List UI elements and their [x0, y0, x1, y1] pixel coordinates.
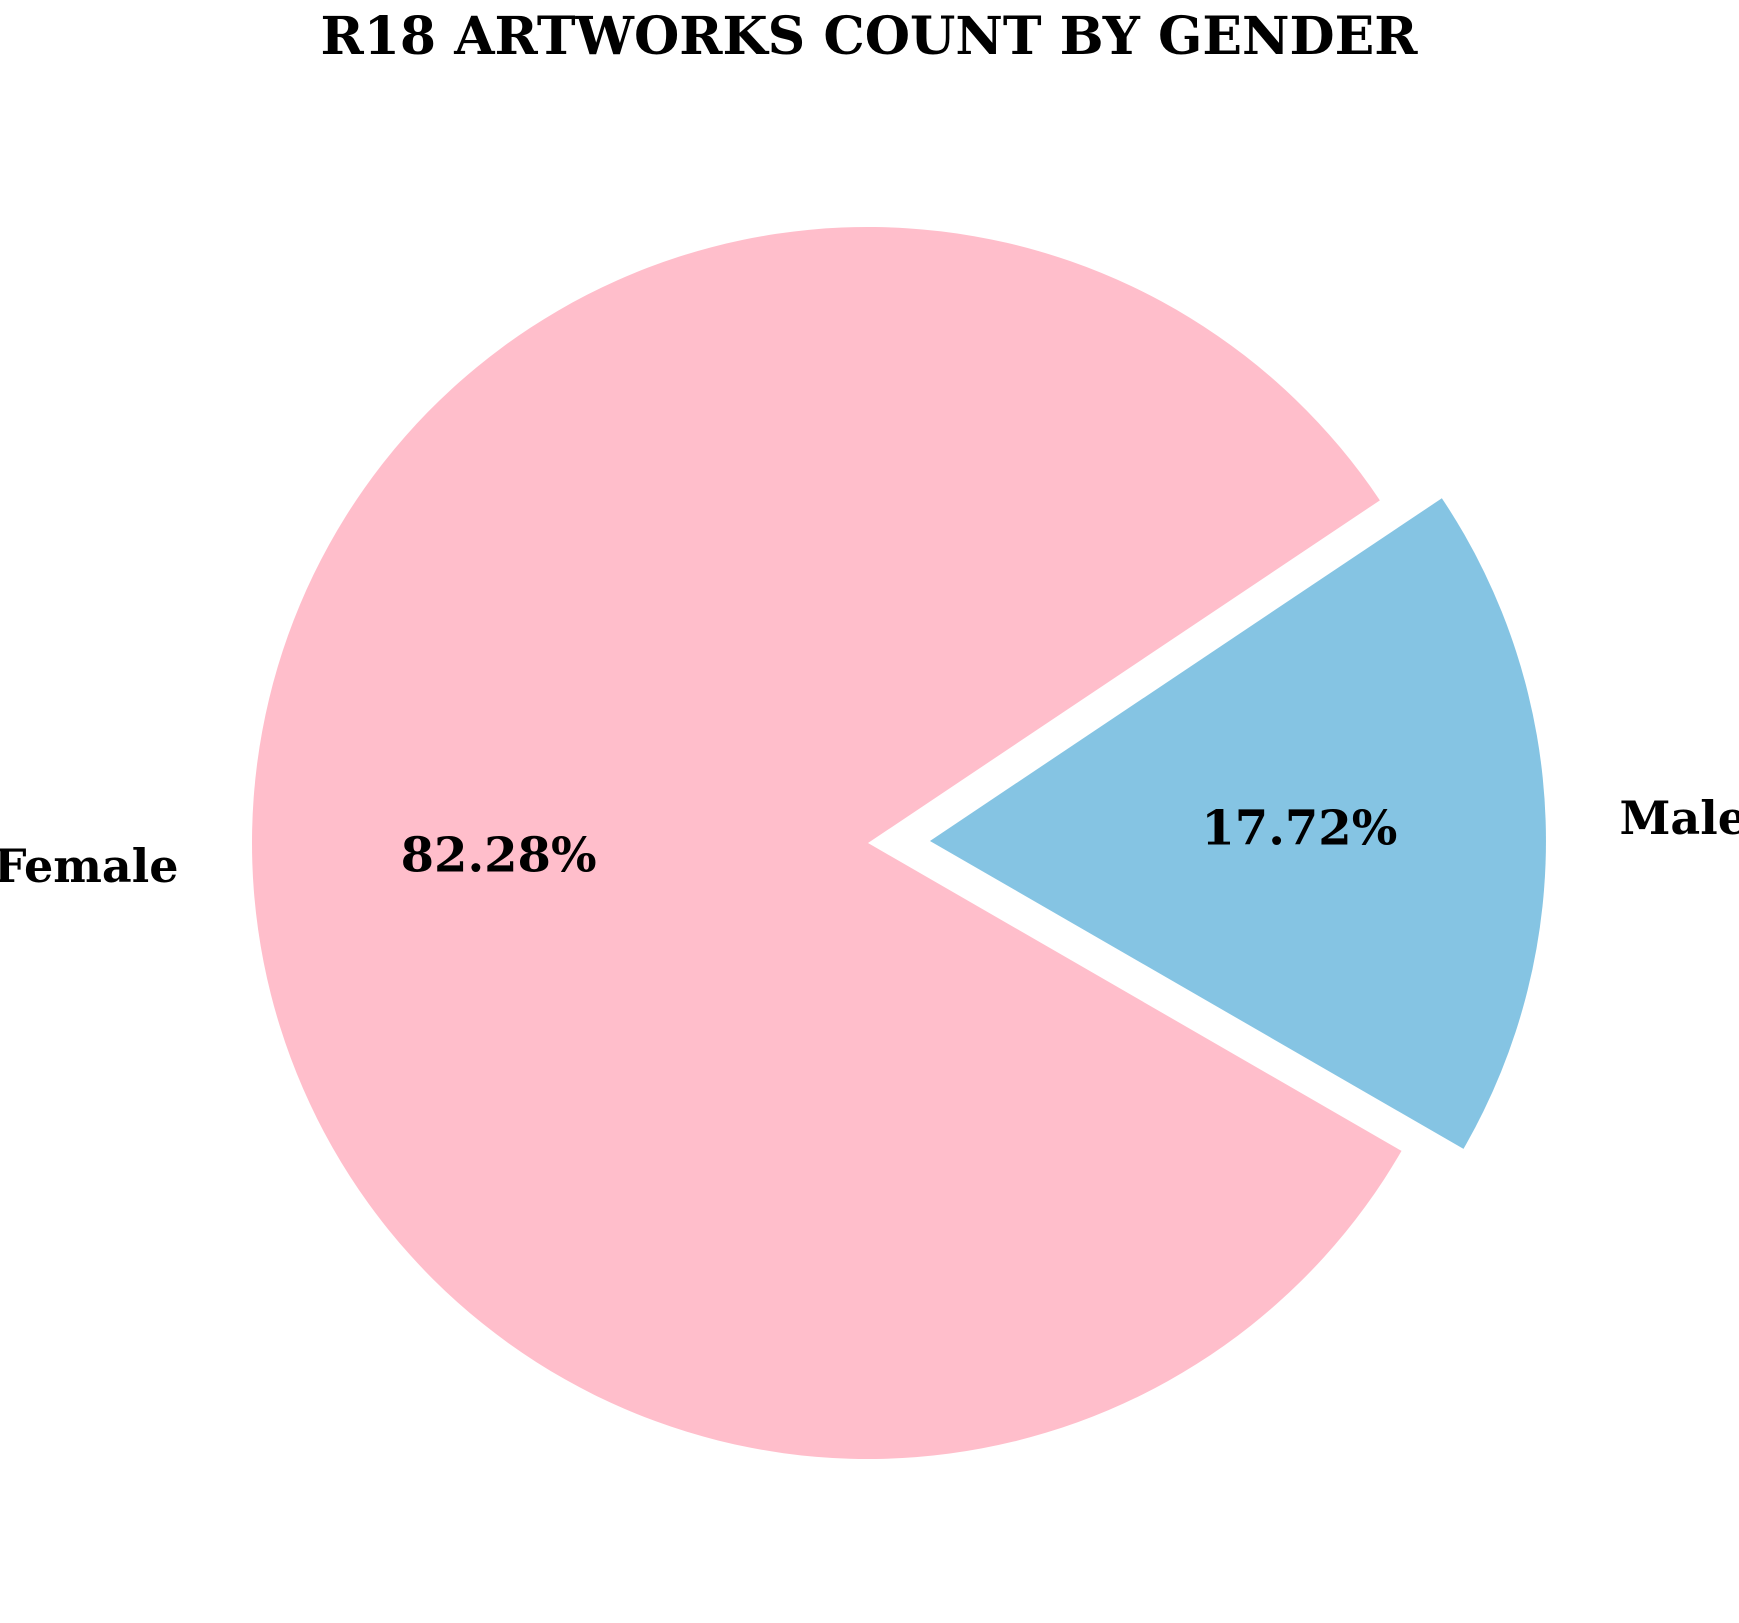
pie-slices — [252, 227, 1546, 1460]
pie-value-label-male: 17.72% — [1201, 801, 1397, 857]
chart-title: R18 ARTWORKS COUNT BY GENDER — [321, 6, 1419, 67]
pie-category-label-male: Male — [1620, 791, 1739, 845]
pie-slice-male — [929, 498, 1546, 1149]
pie-category-label-female: Female — [0, 839, 178, 893]
pie-labels: 17.72% Male 82.28% Female — [0, 791, 1739, 893]
pie-slice-female — [252, 227, 1402, 1460]
pie-value-label-female: 82.28% — [401, 827, 597, 883]
